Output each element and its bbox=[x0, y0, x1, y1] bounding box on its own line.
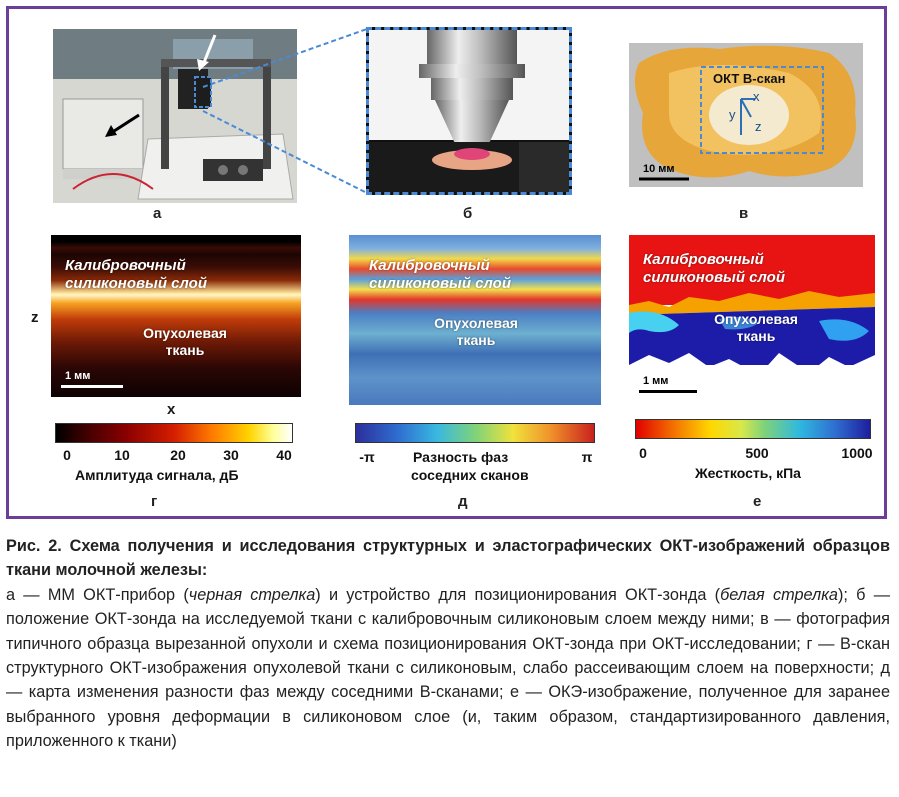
figure-frame: а б bbox=[6, 6, 887, 519]
cbar-g-tick: 10 bbox=[114, 447, 130, 463]
caption-text: ) и устройство для позиционирования ОКТ-… bbox=[315, 585, 721, 604]
layer-label-g: Калибровочный силиконовый слой bbox=[65, 257, 207, 292]
device-illustration bbox=[53, 29, 297, 203]
cbar-g-label: Амплитуда сигнала, дБ bbox=[75, 467, 239, 483]
caption-text: а — ММ ОКТ-прибор ( bbox=[6, 585, 189, 604]
axis-y-label: y bbox=[729, 107, 736, 122]
photo-oct-device bbox=[53, 29, 297, 203]
caption-text: ); б — положение ОКТ-зонда на исследуемо… bbox=[6, 585, 890, 751]
scale-label-g: 1 мм bbox=[65, 370, 91, 382]
elastography-image: Калибровочный силиконовый слой Опухолева… bbox=[629, 235, 875, 397]
phase-difference-map: Калибровочный силиконовый слой Опухолева… bbox=[349, 235, 601, 405]
figure-caption: Рис. 2. Схема получения и исследования с… bbox=[6, 534, 890, 754]
axis-x-label: x bbox=[753, 89, 760, 104]
panel-letter-e: е bbox=[753, 493, 762, 510]
cbar-d-tick-max: π bbox=[581, 449, 593, 465]
cbar-e-tick: 500 bbox=[745, 445, 769, 461]
axis-z-label-g: z bbox=[31, 309, 39, 326]
probe-illustration bbox=[369, 30, 569, 192]
cbar-g-tick: 40 bbox=[276, 447, 292, 463]
colorbar-phase bbox=[355, 423, 595, 443]
panel-letter-d: д bbox=[458, 493, 468, 510]
caption-italic-white-arrow: белая стрелка bbox=[720, 585, 838, 604]
cbar-d-label-line2: соседних сканов bbox=[411, 467, 529, 483]
axis-z-label: z bbox=[755, 119, 762, 134]
scale-label-v: 10 мм bbox=[643, 163, 675, 175]
zoom-connector-lines bbox=[202, 28, 368, 194]
cbar-d-tick-min: -π bbox=[359, 449, 375, 465]
cbar-d-label-line1: Разность фаз bbox=[413, 449, 509, 465]
caption-title: Рис. 2. Схема получения и исследования с… bbox=[6, 537, 890, 580]
panel-letter-a: а bbox=[153, 205, 162, 222]
cbar-g-tick: 0 bbox=[63, 447, 71, 463]
tissue-label-d: Опухолевая ткань bbox=[434, 315, 518, 348]
cbar-g-tick: 30 bbox=[223, 447, 239, 463]
layer-label-e: Калибровочный силиконовый слой bbox=[643, 251, 785, 286]
tissue-label-g: Опухолевая ткань bbox=[143, 325, 227, 358]
layer-label-d: Калибровочный силиконовый слой bbox=[369, 257, 511, 292]
oct-bscan-label: ОКТ В-скан bbox=[713, 71, 786, 86]
cbar-e-tick: 0 bbox=[639, 445, 647, 461]
photo-tumor-sample: ОКТ В-скан x y z 10 мм bbox=[629, 43, 863, 187]
panel-letter-g: г bbox=[151, 493, 158, 510]
sample-illustration bbox=[634, 45, 856, 181]
scale-bar-e bbox=[639, 390, 697, 393]
cbar-e-tick: 1000 bbox=[841, 445, 873, 461]
oct-structural-image: Калибровочный силиконовый слой Опухолева… bbox=[51, 235, 301, 397]
cbar-e-label: Жесткость, кПа bbox=[695, 465, 801, 481]
colorbar-amplitude bbox=[55, 423, 293, 443]
caption-italic-black-arrow: черная стрелка bbox=[188, 585, 316, 604]
panel-letter-v: в bbox=[739, 205, 749, 222]
axis-x-label-g: x bbox=[167, 401, 176, 418]
tissue-label-e: Опухолевая ткань bbox=[714, 311, 798, 344]
scale-label-e: 1 мм bbox=[643, 375, 669, 387]
colorbar-stiffness bbox=[635, 419, 871, 439]
photo-oct-probe bbox=[366, 27, 572, 195]
panel-letter-b: б bbox=[463, 205, 473, 222]
elastography-illustration bbox=[629, 235, 875, 397]
cbar-g-tick: 20 bbox=[170, 447, 186, 463]
scale-bar-g bbox=[61, 385, 123, 388]
